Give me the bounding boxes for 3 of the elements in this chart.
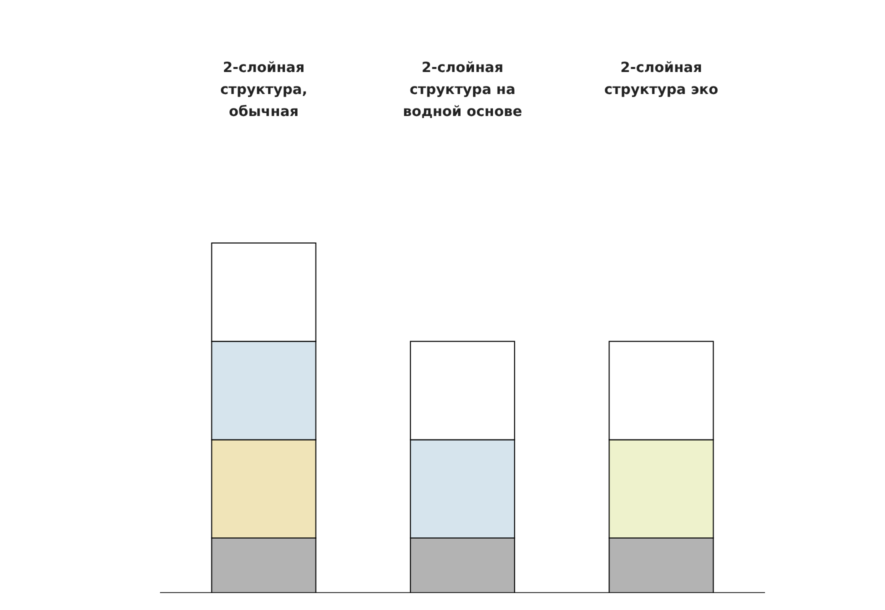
x-tick-label: 2-слойная структура, обычная xyxy=(220,60,308,120)
x-tick-label: 2-слойная структура эко xyxy=(604,60,719,98)
x-tick-label: 2-слойная структура на водной основе xyxy=(402,60,522,120)
